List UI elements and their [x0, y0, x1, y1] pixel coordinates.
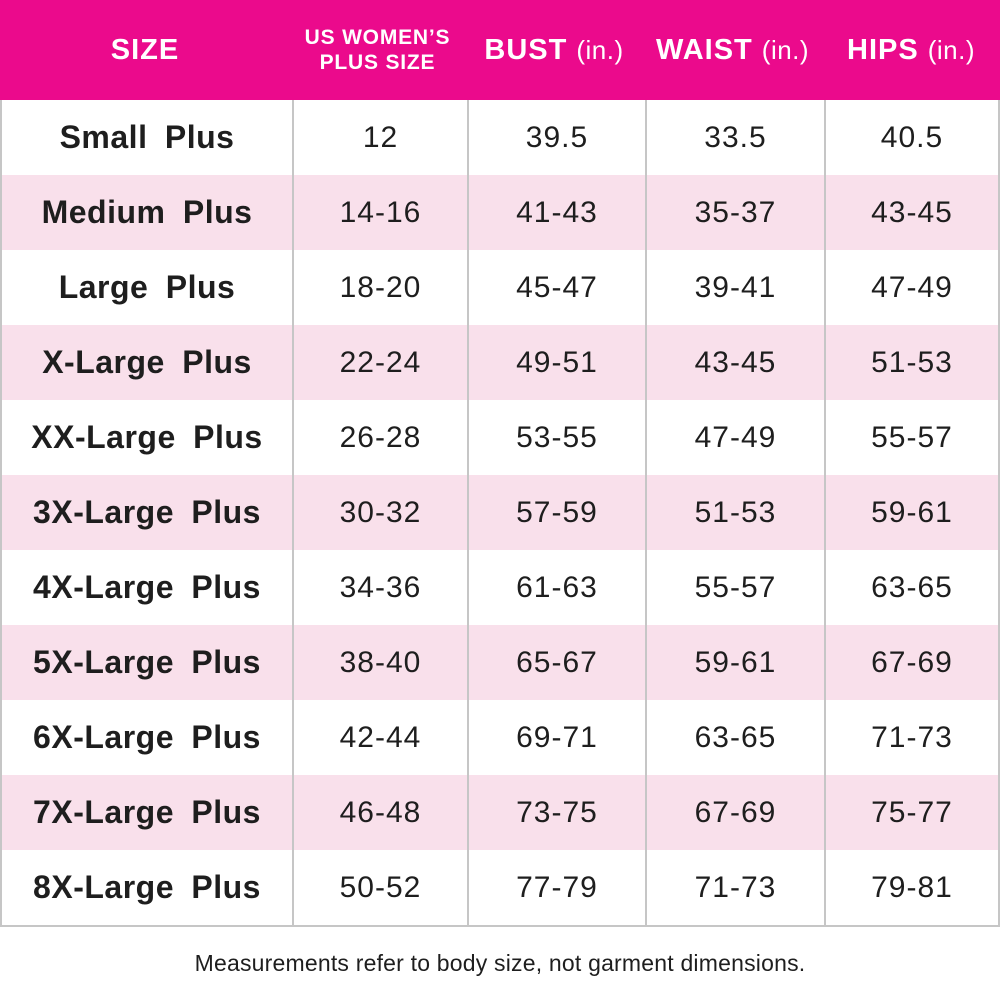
measurement-cell: 77-79 — [467, 850, 645, 925]
measurement-cell: 26-28 — [292, 400, 467, 475]
measurement-cell: 50-52 — [292, 850, 467, 925]
measurement-cell: 51-53 — [645, 475, 824, 550]
measurement-cell: 51-53 — [824, 325, 998, 400]
header-label-line1: US WOMEN’S — [304, 25, 451, 49]
measurement-cell: 73-75 — [467, 775, 645, 850]
size-name-cell: 3X-Large Plus — [33, 494, 261, 530]
size-name-cell: 6X-Large Plus — [33, 719, 261, 755]
measurement-cell: 14-16 — [292, 175, 467, 250]
measurement-cell: 67-69 — [824, 625, 998, 700]
measurement-cell: 57-59 — [467, 475, 645, 550]
measurement-cell: 59-61 — [645, 625, 824, 700]
header-label-waist: WAIST — [655, 33, 753, 66]
measurement-cell: 41-43 — [467, 175, 645, 250]
table-row: Large Plus 18-20 45-47 39-41 47-49 — [2, 250, 998, 325]
table-row: 3X-Large Plus 30-32 57-59 51-53 59-61 — [2, 475, 998, 550]
table-footer: Measurements refer to body size, not gar… — [0, 927, 1000, 1000]
table-row: 5X-Large Plus 38-40 65-67 59-61 67-69 — [2, 625, 998, 700]
header-label-line2: PLUS SIZE — [319, 51, 436, 74]
header-unit-bust: (in.) — [576, 34, 624, 65]
size-name-cell: 8X-Large Plus — [33, 869, 261, 905]
measurement-cell: 55-57 — [645, 550, 824, 625]
measurement-cell: 65-67 — [467, 625, 645, 700]
measurement-cell: 35-37 — [645, 175, 824, 250]
measurement-cell: 42-44 — [292, 700, 467, 775]
measurement-cell: 55-57 — [824, 400, 998, 475]
size-name-cell: Small Plus — [59, 119, 235, 155]
measurement-cell: 22-24 — [292, 325, 467, 400]
measurement-cell: 49-51 — [467, 325, 645, 400]
size-name-cell: X-Large Plus — [42, 344, 252, 380]
header-unit-waist: (in.) — [761, 34, 810, 65]
table-row: 8X-Large Plus 50-52 77-79 71-73 79-81 — [2, 850, 998, 925]
header-label-bust: BUST — [484, 33, 568, 66]
measurement-cell: 34-36 — [292, 550, 467, 625]
header-unit-hips: (in.) — [927, 34, 975, 65]
measurement-cell: 40.5 — [824, 100, 998, 175]
measurement-cell: 39.5 — [467, 100, 645, 175]
measurement-cell: 75-77 — [824, 775, 998, 850]
measurement-cell: 69-71 — [467, 700, 645, 775]
size-name-cell: XX-Large Plus — [31, 419, 263, 455]
header-cell-bust: BUST (in.) — [465, 0, 643, 100]
measurement-cell: 12 — [292, 100, 467, 175]
size-name-cell: Medium Plus — [41, 194, 253, 230]
table-row: XX-Large Plus 26-28 53-55 47-49 55-57 — [2, 400, 998, 475]
measurement-cell: 47-49 — [824, 250, 998, 325]
measurement-cell: 63-65 — [824, 550, 998, 625]
measurement-note: Measurements refer to body size, not gar… — [194, 950, 806, 976]
table-row: 4X-Large Plus 34-36 61-63 55-57 63-65 — [2, 550, 998, 625]
measurement-cell: 33.5 — [645, 100, 824, 175]
measurement-cell: 43-45 — [824, 175, 998, 250]
measurement-cell: 18-20 — [292, 250, 467, 325]
measurement-cell: 47-49 — [645, 400, 824, 475]
table-body: Small Plus 12 39.5 33.5 40.5 Medium Plus 14-16… — [0, 100, 1000, 927]
table-row: Small Plus 12 39.5 33.5 40.5 — [2, 100, 998, 175]
measurement-cell: 46-48 — [292, 775, 467, 850]
measurement-cell: 61-63 — [467, 550, 645, 625]
table-row: X-Large Plus 22-24 49-51 43-45 51-53 — [2, 325, 998, 400]
header-cell-hips: HIPS (in.) — [822, 0, 1000, 100]
measurement-cell: 45-47 — [467, 250, 645, 325]
header-cell-size: SIZE — [0, 0, 290, 100]
header-cell-waist: WAIST (in.) — [643, 0, 822, 100]
table-row: Medium Plus 14-16 41-43 35-37 43-45 — [2, 175, 998, 250]
header-cell-us-plus-size: US WOMEN’S PLUS SIZE — [290, 0, 465, 100]
measurement-cell: 30-32 — [292, 475, 467, 550]
measurement-cell: 67-69 — [645, 775, 824, 850]
measurement-cell: 79-81 — [824, 850, 998, 925]
header-label-size: SIZE — [110, 33, 180, 66]
table-row: 6X-Large Plus 42-44 69-71 63-65 71-73 — [2, 700, 998, 775]
measurement-cell: 63-65 — [645, 700, 824, 775]
size-name-cell: 5X-Large Plus — [33, 644, 261, 680]
measurement-cell: 39-41 — [645, 250, 824, 325]
measurement-cell: 71-73 — [645, 850, 824, 925]
measurement-cell: 38-40 — [292, 625, 467, 700]
size-name-cell: 4X-Large Plus — [33, 569, 261, 605]
measurement-cell: 59-61 — [824, 475, 998, 550]
size-name-cell: 7X-Large Plus — [33, 794, 261, 830]
measurement-cell: 71-73 — [824, 700, 998, 775]
size-name-cell: Large Plus — [58, 269, 236, 305]
table-header-row: SIZE US WOMEN’S PLUS SIZE BUST (in.) WAI… — [0, 0, 1000, 100]
header-label-us-plus-size: US WOMEN’S PLUS SIZE — [305, 25, 451, 75]
table-row: 7X-Large Plus 46-48 73-75 67-69 75-77 — [2, 775, 998, 850]
measurement-cell: 53-55 — [467, 400, 645, 475]
header-label-hips: HIPS — [847, 33, 919, 66]
measurement-cell: 43-45 — [645, 325, 824, 400]
